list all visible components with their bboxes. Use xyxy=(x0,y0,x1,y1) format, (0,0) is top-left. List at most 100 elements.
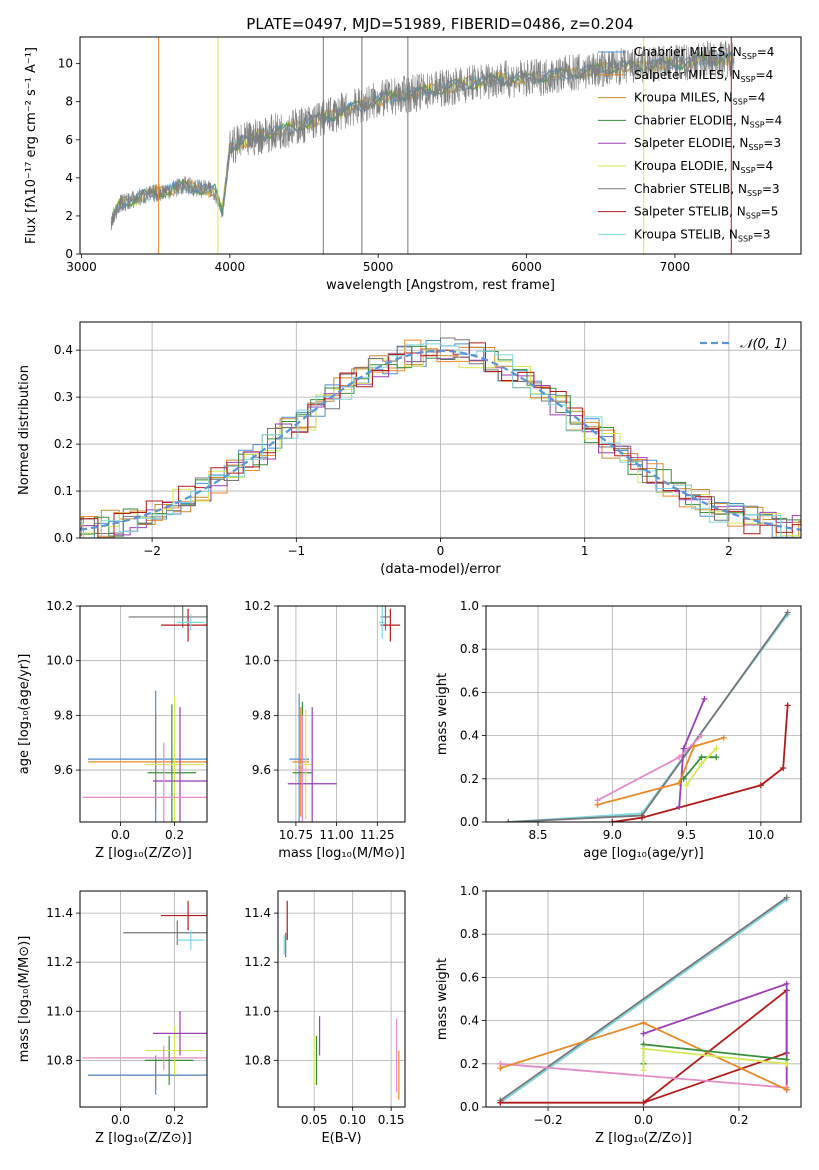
y-tick-label: 0.0 xyxy=(54,531,73,545)
mass-weight-marker xyxy=(713,754,720,761)
y-tick-label: 11.4 xyxy=(244,906,271,920)
y-tick-label: 0.2 xyxy=(54,437,73,451)
panel-spectrum: 3000 4000 5000 6000 7000 0 2 4 6 8 10 wavelength [A… xyxy=(24,36,802,293)
y-tick-label: 0.3 xyxy=(54,390,73,404)
x-axis-label: wavelength [Angstrom, rest frame] xyxy=(326,278,555,293)
x-axis-label: E(B-V) xyxy=(321,1131,361,1146)
y-tick-label: 10.0 xyxy=(244,654,271,668)
x-tick-label: 1 xyxy=(581,544,589,558)
mass-weight-marker xyxy=(505,819,512,822)
x-tick-label: 0.10 xyxy=(339,1113,366,1127)
y-tick-label: 9.6 xyxy=(252,763,271,777)
axes-frame xyxy=(277,890,406,1108)
y-axis-label: mass weight xyxy=(435,673,450,755)
x-tick-label: −1 xyxy=(287,544,305,558)
panel-mass_vs_Z: 0.0 0.2 10.8 11.0 11.2 11.4 Z [log₁₀(Z/Z⊙)] mas… xyxy=(17,890,208,1146)
y-tick-label: 10.2 xyxy=(244,599,271,613)
mass-weight-line xyxy=(643,982,788,1090)
x-axis-label: age [log₁₀(age/yr)] xyxy=(583,846,704,861)
legend-entry: Salpeter STELIB, NSSP=5 xyxy=(634,205,778,221)
x-axis-label: Z [log₁₀(Z/Z⊙)] xyxy=(95,1131,192,1146)
x-tick-label: 4000 xyxy=(215,260,246,274)
mass-weight-marker xyxy=(676,803,683,810)
panel-age_vs_mass: 10.75 11.00 11.25 9.6 9.8 10.0 10.2 mass [log₁₀… xyxy=(244,599,406,861)
y-tick-label: 10.2 xyxy=(46,599,73,613)
y-tick-label: 10.8 xyxy=(244,1053,271,1067)
mass-weight-line xyxy=(499,896,788,1102)
mass-weight-marker xyxy=(691,743,698,750)
y-tick-label: 0.4 xyxy=(460,729,479,743)
y-tick-label: 0.4 xyxy=(460,1014,479,1028)
plot-area xyxy=(287,606,401,822)
y-tick-label: 10.0 xyxy=(46,654,73,668)
axes-frame xyxy=(79,605,208,823)
legend-entry: Salpeter MILES, NSSP=4 xyxy=(634,68,773,84)
mass-weight-marker xyxy=(676,780,683,787)
y-tick-label: 1.0 xyxy=(460,599,479,613)
y-axis-label: mass [log₁₀(M/M⊙)] xyxy=(17,936,32,1063)
x-tick-label: 8.5 xyxy=(528,828,547,842)
mass-weight-line xyxy=(500,1062,787,1089)
y-tick-label: 4 xyxy=(65,171,73,185)
y-tick-label: 11.0 xyxy=(46,1004,73,1018)
plot-area xyxy=(283,900,400,1100)
mass-weight-marker xyxy=(698,732,705,739)
x-tick-label: 10.75 xyxy=(279,828,313,842)
panel-age_vs_Z: 0.0 0.2 9.6 9.8 10.0 10.2 Z [log₁₀(Z/Z⊙)] age [… xyxy=(17,599,208,861)
mass-weight-marker xyxy=(680,775,687,782)
mass-weight-marker xyxy=(639,814,646,821)
legend-entry: Kroupa ELODIE, NSSP=4 xyxy=(634,159,773,175)
x-tick-label: 0.2 xyxy=(165,828,184,842)
mass-weight-marker xyxy=(783,1060,790,1067)
y-tick-label: 10.8 xyxy=(46,1053,73,1067)
mass-weight-marker xyxy=(609,819,616,822)
x-tick-label: 11.25 xyxy=(360,828,394,842)
x-axis-label: Z [log₁₀(Z/Z⊙)] xyxy=(595,1131,692,1146)
mass-weight-marker xyxy=(640,1019,647,1026)
plot-area xyxy=(497,894,790,1106)
y-tick-label: 9.6 xyxy=(54,763,73,777)
y-tick-label: 0.1 xyxy=(54,484,73,498)
mass-weight-line xyxy=(499,898,788,1104)
y-tick-label: 8 xyxy=(65,95,73,109)
legend-entry: 𝒩(0, 1) xyxy=(740,337,787,352)
mass-weight-marker xyxy=(497,1099,504,1106)
x-axis-label: mass [log₁₀(M/M⊙)] xyxy=(278,846,405,861)
mass-weight-marker xyxy=(783,980,790,987)
axes-frame xyxy=(79,36,802,255)
mass-weight-marker xyxy=(640,1067,647,1074)
mass-weight-marker xyxy=(698,754,705,761)
mass-weight-marker xyxy=(497,1065,504,1072)
x-tick-label: 0 xyxy=(437,544,445,558)
y-tick-label: 10 xyxy=(58,57,73,71)
x-tick-label: 0.2 xyxy=(729,1113,748,1127)
mass-weight-marker xyxy=(720,734,727,741)
x-tick-label: 9.0 xyxy=(603,828,622,842)
legend-entry: Chabrier MILES, NSSP=4 xyxy=(634,45,774,61)
legend-entry: Chabrier STELIB, NSSP=3 xyxy=(634,182,780,198)
mass-weight-marker xyxy=(784,702,791,709)
panel-residuals: −2 −1 0 1 2 0.0 0.1 0.2 0.3 0.4 (data-model)/error… xyxy=(17,321,802,577)
axes-frame xyxy=(79,890,208,1108)
x-axis-label: Z [log₁₀(Z/Z⊙)] xyxy=(95,846,192,861)
x-tick-label: 11.00 xyxy=(319,828,353,842)
mass-weight-marker xyxy=(594,801,601,808)
y-tick-label: 0.2 xyxy=(460,1057,479,1071)
axes-frame xyxy=(485,890,802,1108)
x-tick-label: 10.0 xyxy=(748,828,775,842)
y-tick-label: 0.0 xyxy=(460,815,479,829)
plot-area xyxy=(110,37,735,254)
y-axis-label: Flux [fλ10⁻¹⁷ erg cm⁻² s⁻¹ A⁻¹] xyxy=(24,47,39,244)
y-tick-label: 1.0 xyxy=(460,884,479,898)
y-tick-label: 11.0 xyxy=(244,1004,271,1018)
mass-weight-marker xyxy=(640,1030,647,1037)
mass-weight-marker xyxy=(780,765,787,771)
x-tick-label: 0.0 xyxy=(634,1113,653,1127)
panel-mass_vs_ebv: 0.05 0.10 0.15 10.8 11.0 11.2 11.4 E(B-V) xyxy=(244,890,406,1146)
mass-weight-marker xyxy=(698,760,705,767)
y-tick-label: 2 xyxy=(65,209,73,223)
mass-weight-marker xyxy=(713,745,720,752)
y-tick-label: 9.8 xyxy=(252,708,271,722)
panel-weight_vs_age: 8.5 9.0 9.5 10.0 0.0 0.2 0.4 0.6 0.8 1.0 age [log₁… xyxy=(435,599,802,861)
